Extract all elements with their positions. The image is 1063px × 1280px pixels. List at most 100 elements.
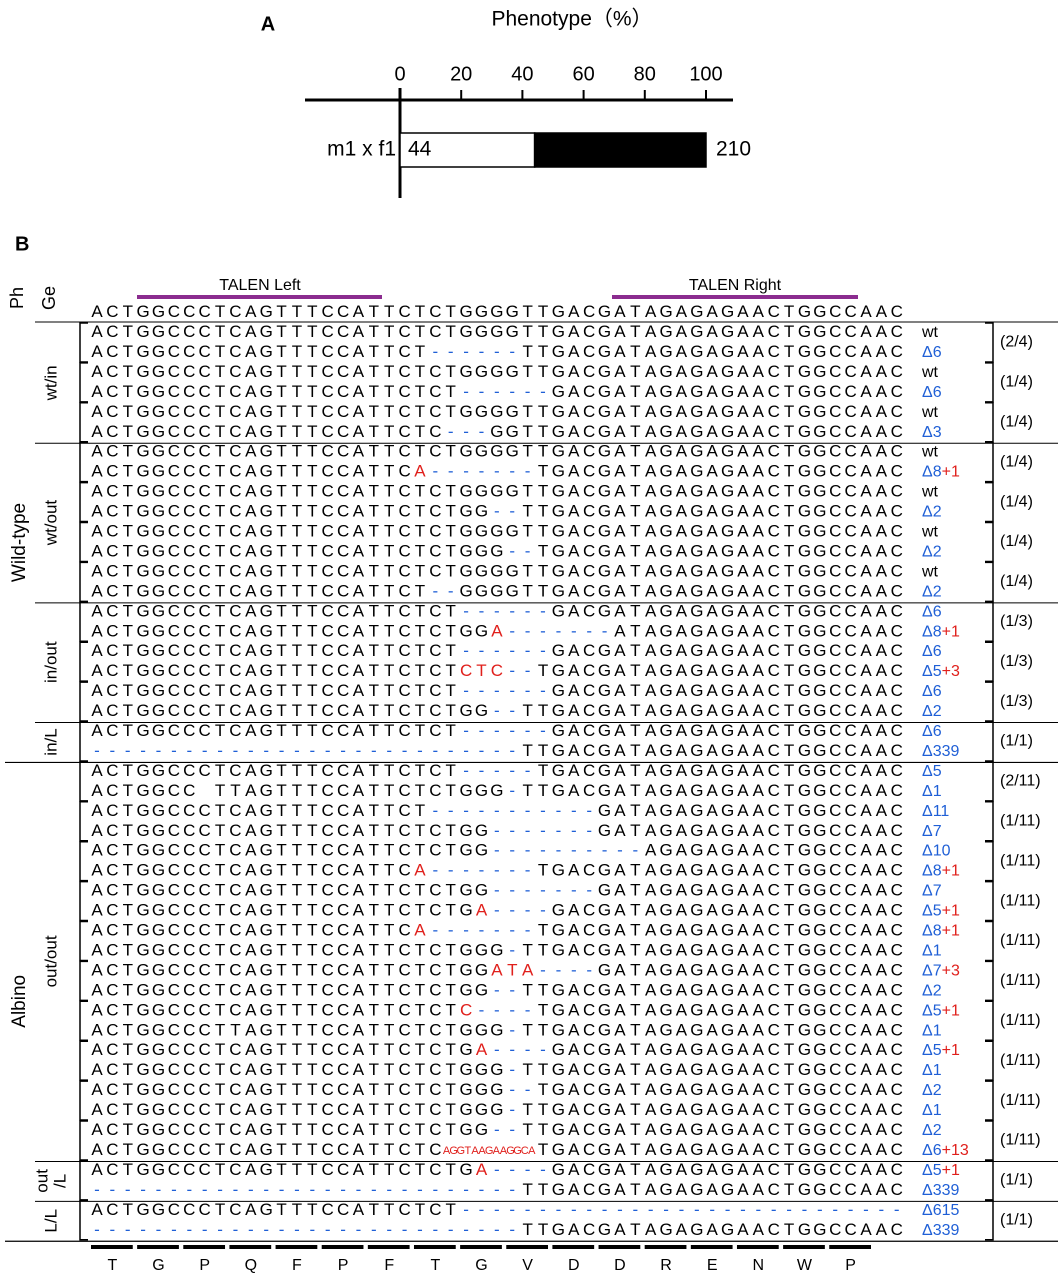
bases: ACTGGCCCTCAGTTTCCATTCTCTGGGGTTGACGATAGAG… [91,562,903,581]
x-tick-label: 100 [689,63,722,85]
bases: ACTGGCCCTCAGTTTCCATTC [91,861,410,880]
sequence: C [460,1001,472,1020]
deletion-size: Δ2 [922,504,942,521]
insertion-size: +1 [942,903,960,920]
gap: -- [509,1081,530,1100]
codon-bar [275,1245,318,1249]
genotype-label: Δ339 [922,743,959,760]
deletion-size: Δ2 [922,983,942,1000]
deletion-size: Δ8 [922,863,942,880]
bar-segment [533,132,707,168]
bracket [985,481,994,523]
bases: GATAGAGAGAACTGGCCAAC [598,961,903,980]
sequence: ACTGGCCCTCAGTTTCCATTCTCTGG ---------- AGAG… [91,841,903,860]
sequence: ACTGGCCCTCAGTTTCCATTCTC [91,1140,441,1159]
amino-acid: P [338,1257,349,1274]
gap: ------ [463,682,546,701]
bases: ACTGGCCCTCAGTTTCCATTCTC [91,422,441,441]
deletion-size: Δ6 [922,683,942,700]
x-tick-label: 0 [394,63,405,85]
x-tick-label: 80 [634,63,656,85]
gap: - [509,1061,515,1080]
amino-acid: Q [245,1257,257,1274]
bracket [985,1040,994,1081]
gap: - [509,1101,515,1120]
gap: ---------------------------- [94,1220,515,1239]
ratio: (1/4) [1000,493,1033,510]
sample-size: 210 [716,138,751,161]
genotype-label: Δ5+1 [922,903,960,920]
bases: ACTGGCCCTCAGTTTCCATTCTC [91,1140,441,1159]
phenotype-label: Wild-type [9,503,30,582]
sequence: ACTGGCCCTCAGTTTCCATTCTCTGG [91,961,488,980]
bases: ACTGGCCCTCAGTTTCCATTC [91,921,410,940]
genotype-label: wt [921,404,939,421]
amino-acid: D [568,1257,580,1274]
bases: GACGATAGAGAGAACTGGCCAAC [552,602,903,621]
deletion-size: Δ339 [922,1182,959,1199]
bracket [985,521,994,563]
sequence: ------- ATAGAGAGAACTGGCCAAC [509,622,902,641]
gap: ------ [463,382,546,401]
ratio: (1/4) [1000,453,1033,470]
sequence: A [476,1041,488,1060]
amino-acid: G [475,1257,487,1274]
bases: ACTGGCCCTCAGTTTCCATTCTCTGGGGTTGACGATAGAG… [91,482,903,501]
bases: ACTGGCCCTCAGTTTCCATTCTCT [91,721,456,740]
bases: A [476,901,488,920]
bracket [985,960,994,1002]
bases: C [460,1001,472,1020]
codon-bar [183,1245,226,1249]
bases: TGACGATAGAGAGAACTGGCCAAC [538,861,903,880]
bracket [985,441,994,483]
ratio: (1/11) [1000,1052,1041,1069]
amino-acid: E [707,1257,718,1274]
sequence: ACTGGCCCTCAGTTTCCATTCTCTGGGGTTGACGATAGAG… [91,302,903,321]
bases: TGACGATAGAGAGAACTGGCCAAC [538,1001,903,1020]
bracket [985,1200,994,1241]
deletion-size: Δ6 [922,384,942,401]
gap: -- [494,502,515,521]
ratio: (1/11) [1000,892,1041,909]
bases: TTGACGATAGAGAGAACTGGCCAAC [522,342,902,361]
sequence: ACTGGCCCTCAGTTTCCATTCTCTGGGGTTGACGATAGAG… [91,482,903,501]
sequence: ACTGGCCCTCAGTTTCCATTCTCT [91,1001,456,1020]
bracket [985,1000,994,1041]
bracket [985,402,994,443]
genotype-group: in/L [41,728,60,755]
bar-segment [399,132,536,168]
sequence: ---- GACGATAGAGAGAACTGGCCAAC [494,1160,903,1179]
bases: ACTGGCCCTCAGTTTCCATTCTCT [91,682,456,701]
amino-acid: N [753,1257,765,1274]
sequence: ------- TGACGATAGAGAGAACTGGCCAAC [433,921,903,940]
codon-bar [598,1245,641,1249]
bracket [79,801,88,842]
insertion-size: +1 [942,464,960,481]
genotype-label: Δ7 [922,823,942,840]
deletion-size: Δ5 [922,1042,942,1059]
codon-bar [91,1245,133,1249]
sequence: ---- TGACGATAGAGAGAACTGGCCAAC [479,1001,903,1020]
codon-bar [690,1245,733,1249]
insertion-size: +1 [942,923,960,940]
genotype-label: Δ2 [922,584,942,601]
gap: ----- [463,761,530,780]
bases: ACTGGCCCTCAGTTTCCATTCTCTGGGGTTGACGATAGAG… [91,402,903,421]
ratio: (1/3) [1000,693,1033,710]
bracket [79,641,88,682]
deletion-size: Δ7 [922,883,942,900]
ratio: (1/11) [1000,1092,1041,1109]
genotype-label: Δ615 [922,1202,959,1219]
deletion-size: Δ6 [922,1142,942,1159]
bases: AGAGAGAACTGGCCAAC [645,841,903,860]
bracket [985,721,994,762]
sequence: ACTGGCCCTCAGTTTCCATTCTCTGGGGTTGACGATAGAG… [91,322,903,341]
gap: ------ [433,342,516,361]
amino-acid: V [522,1257,533,1274]
gap: - [509,941,515,960]
bases: CTC [460,662,503,681]
gap: - [509,1021,515,1040]
deletion-size: Δ1 [922,783,942,800]
bases: TTGACGATAGAGAGAACTGGCCAAC [522,502,902,521]
